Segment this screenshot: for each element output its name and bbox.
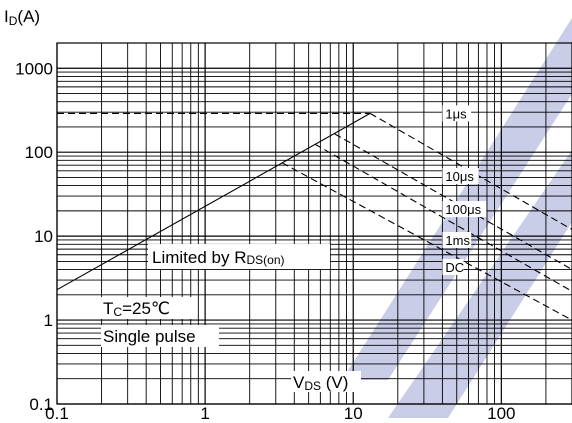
curve-label: 10μs (445, 169, 474, 184)
curve-label: 1μs (445, 106, 467, 121)
plot-frame (56, 42, 572, 405)
x-tick-label: 1 (200, 404, 209, 423)
curve-label-bg (442, 201, 487, 218)
limited-by-rdson-annotation: Limited by RDS(on) (148, 244, 330, 269)
tc-label: TC=25℃ (103, 299, 170, 319)
curve-label-bg (442, 258, 464, 275)
curve-label: DC (445, 260, 464, 275)
curve-label-bg (442, 105, 472, 122)
conditions-annotation: TC=25℃ Single pulse (101, 297, 219, 347)
grid (56, 42, 572, 405)
series-line-5 (281, 162, 572, 321)
y-tick-label: 1 (44, 311, 53, 330)
single-pulse-label: Single pulse (103, 327, 196, 346)
x-tick-label: 10 (344, 404, 363, 423)
series-line-0 (56, 112, 371, 291)
limited-by-rdson-label: Limited by RDS(on) (152, 248, 285, 267)
x-tick-label: 0.1 (45, 404, 69, 423)
y-tick-label: 0.1 (29, 395, 53, 414)
y-tick-label: 1000 (15, 59, 53, 78)
watermark-stroke-lower (388, 150, 572, 418)
x-axis-label-group: VDS (V) (291, 371, 361, 393)
x-axis-label: VDS (V) (293, 373, 348, 393)
curve-label-bg (442, 168, 479, 185)
curve-label: 100μs (445, 202, 481, 217)
y-tick-label: 10 (34, 227, 53, 246)
tick-labels: 0.1 1 10 100 0.1 1 10 100 1000 (15, 59, 515, 423)
series-line-4 (314, 143, 572, 292)
curve-labels: 1μs 10μs 100μs 1ms DC (442, 105, 487, 275)
curve-label-bg (442, 231, 472, 248)
y-tick-label: 100 (25, 143, 53, 162)
x-tick-label: 100 (487, 404, 515, 423)
curve-label: 1ms (445, 233, 470, 248)
y-axis-label: ID(A) (4, 7, 40, 28)
